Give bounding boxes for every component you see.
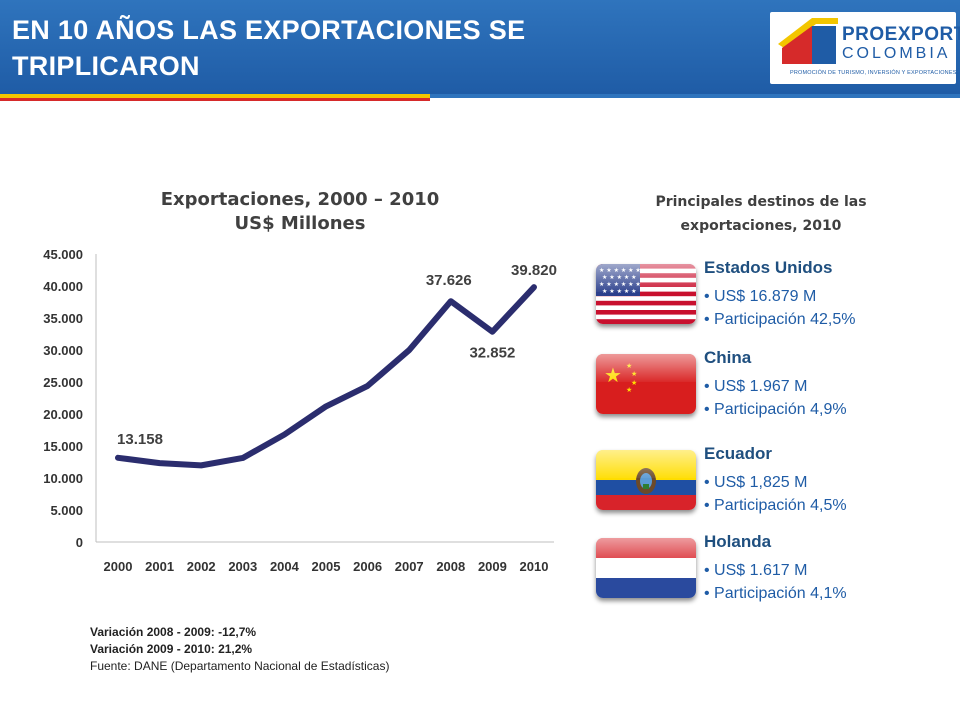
data-label: 39.820 xyxy=(511,262,557,279)
y-tick-label: 45.000 xyxy=(43,247,83,262)
chart-title-line-2: US$ Millones xyxy=(234,213,366,234)
destination-value: • US$ 16.879 M xyxy=(704,288,817,305)
y-tick-label: 40.000 xyxy=(43,279,83,294)
logo-tagline: PROMOCIÓN DE TURISMO, INVERSIÓN Y EXPORT… xyxy=(790,70,959,76)
title-line-2: TRIPLICARON xyxy=(12,51,200,81)
data-point xyxy=(449,300,452,303)
series-line xyxy=(115,284,537,469)
data-point xyxy=(325,405,327,408)
data-point xyxy=(533,286,535,289)
x-tick-label: 2006 xyxy=(353,559,382,574)
destination-value: • US$ 1,825 M xyxy=(704,474,808,491)
header-bar: EN 10 AÑOS LAS EXPORTACIONES SE TRIPLICA… xyxy=(0,0,960,94)
proexport-logo: PROEXPORT COLOMBIA PROMOCIÓN DE TURISMO,… xyxy=(770,12,960,84)
x-tick-label: 2008 xyxy=(436,559,465,574)
svg-text:★: ★ xyxy=(626,386,632,394)
data-point xyxy=(491,330,494,333)
destinations-title-line-1: Principales destinos de las xyxy=(655,194,867,210)
blue-stripe xyxy=(430,94,960,98)
x-tick-label: 2003 xyxy=(228,559,257,574)
destination-share: • Participación 42,5% xyxy=(704,311,856,328)
svg-text:★: ★ xyxy=(631,379,637,387)
y-tick-label: 0 xyxy=(76,535,83,550)
x-tick-label: 2004 xyxy=(270,559,300,574)
destination-value: • US$ 1.617 M xyxy=(704,562,808,579)
data-label: 37.626 xyxy=(426,272,472,289)
red-stripe xyxy=(0,98,430,101)
y-tick-label: 30.000 xyxy=(43,343,83,358)
x-tick-label: 2000 xyxy=(104,559,133,574)
x-tick-label: 2005 xyxy=(312,559,341,574)
destination-share: • Participación 4,5% xyxy=(704,497,847,514)
destinations-title: Principales destinos de las exportacione… xyxy=(630,190,892,238)
y-tick-label: 35.000 xyxy=(43,311,83,326)
destination-name: Ecuador xyxy=(704,444,773,463)
destinations-title-line-2: exportaciones, 2010 xyxy=(680,218,842,234)
netherlands-flag-icon xyxy=(596,538,696,598)
ecuador-flag-icon xyxy=(596,450,696,510)
yellow-stripe xyxy=(0,94,430,98)
y-tick-label: 10.000 xyxy=(43,471,83,486)
x-tick-label: 2001 xyxy=(145,559,174,574)
x-tick-label: 2009 xyxy=(478,559,507,574)
destination-share: • Participación 4,1% xyxy=(704,585,847,602)
variation-2008-2009: Variación 2008 - 2009: -12,7% xyxy=(90,625,257,639)
page-title: EN 10 AÑOS LAS EXPORTACIONES SE TRIPLICA… xyxy=(12,12,612,84)
data-point xyxy=(366,384,369,387)
y-tick-label: 5.000 xyxy=(50,503,83,518)
y-tick-label: 20.000 xyxy=(43,407,83,422)
data-point xyxy=(241,456,244,459)
logo-text-colombia: COLOMBIA xyxy=(842,45,951,62)
x-tick-label: 2002 xyxy=(187,559,216,574)
destination-share: • Participación 4,9% xyxy=(704,401,847,418)
data-point xyxy=(200,464,203,467)
y-tick-label: 25.000 xyxy=(43,375,83,390)
y-tick-label: 15.000 xyxy=(43,439,83,454)
data-point xyxy=(158,462,161,465)
title-line-1: EN 10 AÑOS LAS EXPORTACIONES SE xyxy=(12,15,526,45)
x-tick-label: 2010 xyxy=(520,559,549,574)
chart-title-line-1: Exportaciones, 2000 – 2010 xyxy=(160,189,440,210)
logo-text-proexport: PROEXPORT xyxy=(842,24,960,45)
data-label: 13.158 xyxy=(117,431,163,448)
destination-name: Holanda xyxy=(704,532,772,551)
data-point xyxy=(408,349,411,352)
destination-name: China xyxy=(704,348,752,367)
china-flag-icon: ★ ★ ★ ★ ★ xyxy=(596,354,696,414)
chart-notes: Variación 2008 - 2009: -12,7% Variación … xyxy=(90,624,389,675)
chart-title: Exportaciones, 2000 – 2010 US$ Millones xyxy=(150,188,450,236)
source-note: Fuente: DANE (Departamento Nacional de E… xyxy=(90,659,390,673)
data-point xyxy=(283,433,286,436)
logo-house-icon xyxy=(778,18,838,64)
x-tick-label: 2007 xyxy=(395,559,424,574)
destination-value: • US$ 1.967 M xyxy=(704,378,808,395)
data-label: 32.852 xyxy=(469,345,515,362)
data-point xyxy=(117,456,119,459)
destination-name: Estados Unidos xyxy=(704,258,833,277)
usa-flag-icon: ★ ★ ★ ★ ★ ★ ★ ★ ★ ★ ★ ★ ★ ★ ★ ★ ★ ★ ★ ★ … xyxy=(596,264,696,324)
variation-2009-2010: Variación 2009 - 2010: 21,2% xyxy=(90,642,253,656)
